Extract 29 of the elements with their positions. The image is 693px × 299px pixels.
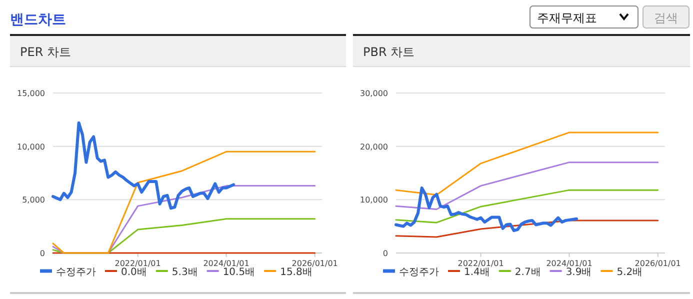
legend-label: 15.8배 <box>280 267 312 278</box>
legend-label: 5.2배 <box>616 267 643 278</box>
y-tick-label: 0 <box>382 249 388 258</box>
legend-label: 1.4배 <box>464 267 490 278</box>
legend-label: 수정주가 <box>399 267 439 278</box>
x-tick-label: 2026/01/01 <box>634 259 681 268</box>
y-tick-label: 30,000 <box>360 89 388 98</box>
x-tick-label: 2024/01/01 <box>203 259 250 268</box>
legend-label: 3.9배 <box>566 267 592 278</box>
legend-label: 2.7배 <box>514 267 541 278</box>
x-tick-label: 2026/01/01 <box>292 259 338 268</box>
x-tick-label: 2022/01/01 <box>458 259 504 268</box>
y-tick-label: 10,000 <box>17 142 45 152</box>
y-tick-label: 5,000 <box>22 196 45 205</box>
chart-title: PBR 차트 <box>363 45 415 59</box>
y-tick-label: 15,000 <box>17 89 45 98</box>
y-tick-label: 20,000 <box>360 142 388 152</box>
y-tick-label: 0 <box>40 249 45 258</box>
button: 검색 <box>642 6 690 28</box>
legend-label: 0.0배 <box>121 267 147 278</box>
chart-title: PER 차트 <box>20 45 71 59</box>
legend-label: 수정주가 <box>56 267 96 278</box>
legend-label: 10.5배 <box>222 267 256 278</box>
select: 주재무제표 <box>530 6 638 28</box>
heading: 밴드차트 <box>10 12 66 28</box>
y-tick-label: 10,000 <box>360 196 388 205</box>
legend-label: 5.3배 <box>172 267 198 278</box>
x-tick-label: 2024/01/01 <box>546 259 592 268</box>
x-tick-label: 2022/01/01 <box>114 259 161 268</box>
